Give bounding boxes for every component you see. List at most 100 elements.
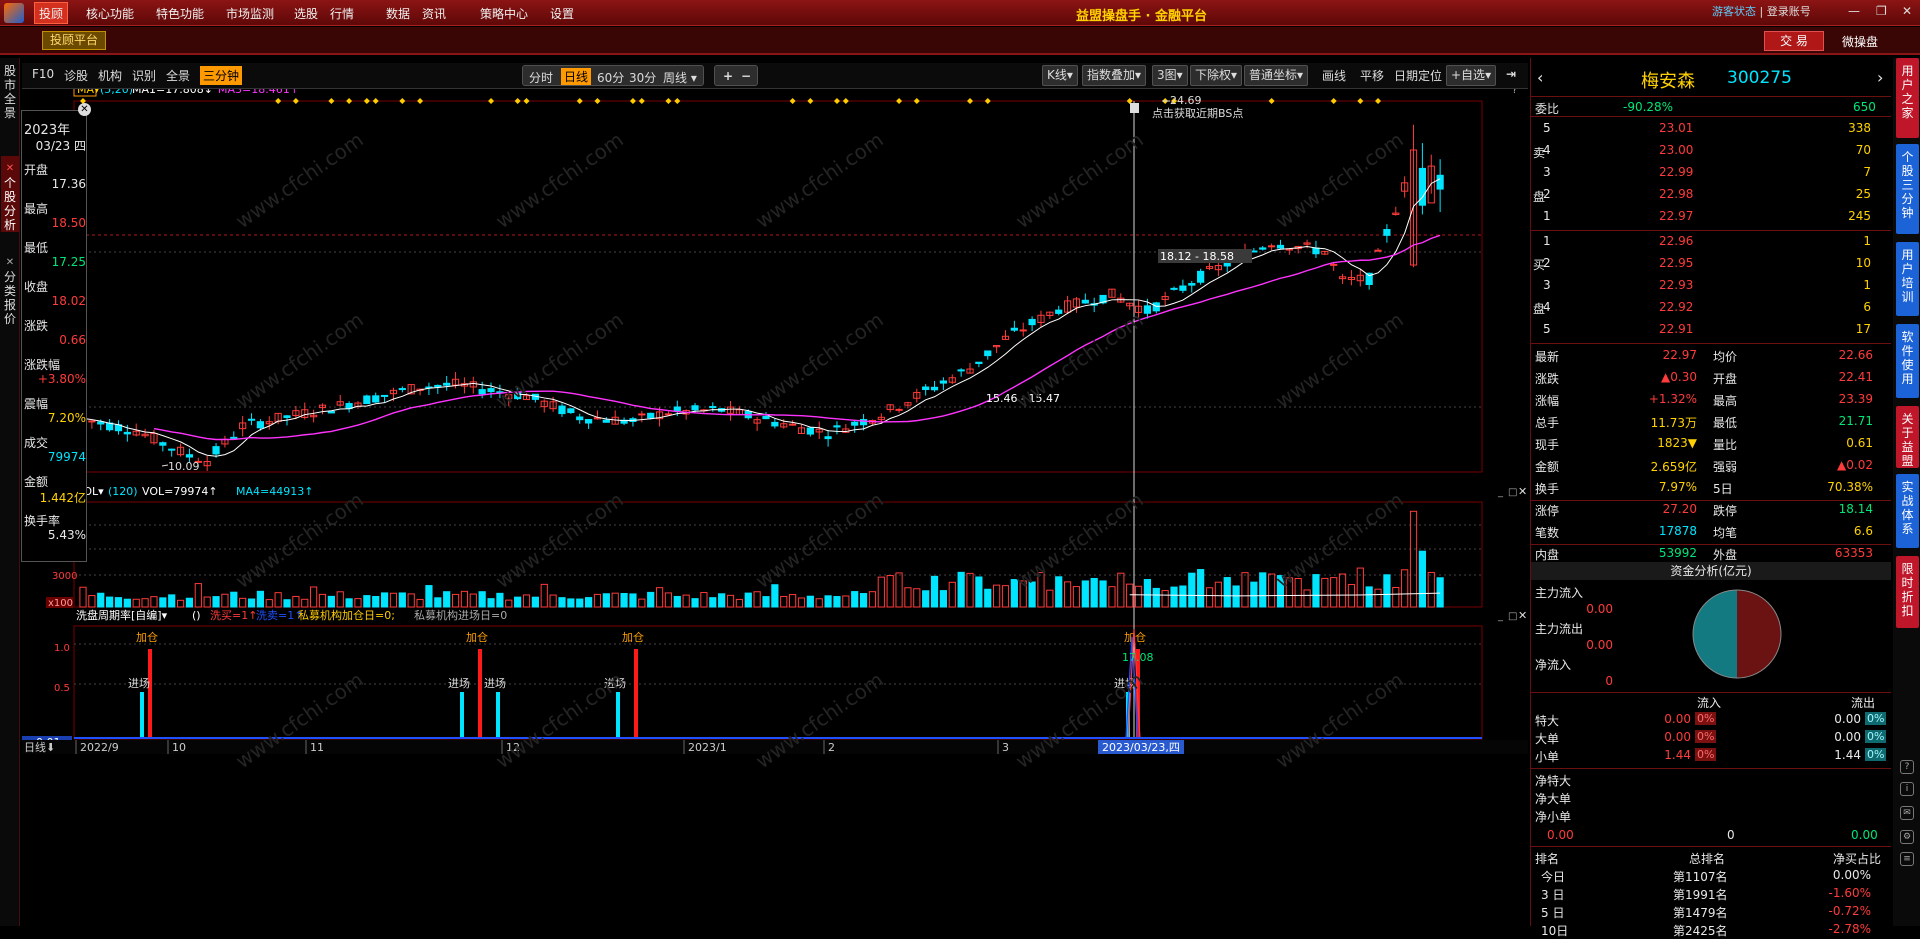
menu-item-4[interactable]: 选股 [294,7,319,21]
bs-marker-icon[interactable] [346,98,353,104]
bs-marker-icon[interactable] [80,98,86,104]
add-watchlist-dropdown[interactable]: +自选▾ [1446,65,1497,86]
bs-marker-icon[interactable] [1330,98,1337,104]
period-indicator[interactable]: 日线⬇ [24,740,55,754]
three-minute-button[interactable]: 三分钟 [200,66,243,85]
bs-marker-icon[interactable] [488,98,495,104]
right-tab-2[interactable]: 用户培训 [1896,242,1919,316]
bs-marker-icon[interactable] [967,98,974,104]
bs-marker-icon[interactable] [629,98,636,104]
ma-dropdown[interactable] [73,89,97,97]
date-locate-button[interactable]: 日期定位 [1394,69,1443,83]
prev-stock-icon[interactable]: ‹ [1537,68,1544,87]
sub-indicator-label[interactable]: 洗盘周期率[自编]▾ [76,608,168,622]
bs-marker-icon[interactable] [328,98,335,104]
bs-marker-icon[interactable] [896,98,903,104]
vol-min-icon[interactable]: _ [1497,487,1504,498]
bs-marker-icon[interactable] [399,98,406,104]
bs-marker-icon[interactable] [1268,98,1275,104]
kline-dropdown[interactable]: K线▾ [1042,65,1078,86]
kline-chart[interactable]: MA▾ (5,20)MA1=17.808↓ MA3=18.461↑VOL▾ (120)… [22,89,1528,926]
bs-marker-icon[interactable] [514,98,521,104]
bs-marker-icon[interactable] [638,98,645,104]
adjust-dropdown[interactable]: 下除权▾ [1190,65,1243,86]
ricon-info-icon[interactable]: i [1900,782,1914,796]
institution-button[interactable]: 机构 [98,69,123,83]
close-tab-icon[interactable]: ✕ [5,257,15,268]
close-tab-icon[interactable]: ✕ [5,163,15,174]
bs-marker-icon[interactable] [576,98,583,104]
bs-marker-icon[interactable] [789,98,796,104]
bs-marker-icon[interactable] [807,98,814,104]
lock-icon[interactable] [1130,103,1139,113]
sub-min-icon[interactable]: _ [1497,611,1504,622]
zoom-out-icon[interactable]: − [741,69,752,83]
f10-button[interactable]: F10 [32,67,55,81]
tab-market-overview[interactable]: 股市全景 [3,64,16,120]
tab-stock-analysis[interactable]: ✕ 个股分析 [1,156,19,232]
period-60min[interactable]: 60分 [597,71,625,85]
trade-button[interactable]: 交 易 [1764,31,1824,51]
tab-category-quotes[interactable]: ✕ 分类报价 [1,254,19,326]
menu-item-3[interactable]: 市场监测 [226,7,275,21]
right-tab-0[interactable]: 用户之家 [1896,58,1919,138]
app-logo-icon[interactable] [4,3,24,23]
bs-points-link[interactable]: 点击获取近期BS点 [1152,107,1243,120]
menu-item-7[interactable]: 资讯 [422,7,447,21]
layout-dropdown[interactable]: 3图▾ [1152,65,1188,86]
period-30min[interactable]: 30分 [629,71,657,85]
diagnose-button[interactable]: 诊股 [64,69,89,83]
bs-marker-icon[interactable] [1375,98,1382,104]
bs-marker-icon[interactable] [842,98,849,104]
pan-button[interactable]: 平移 [1360,69,1385,83]
right-tab-1[interactable]: 个股三分钟 [1896,144,1919,234]
index-overlay-dropdown[interactable]: 指数叠加▾ [1082,65,1147,86]
bs-marker-icon[interactable] [417,98,424,104]
sub-max-icon[interactable]: □ [1508,611,1517,622]
right-tab-3[interactable]: 软件使用 [1896,324,1919,398]
collapse-panel-icon[interactable]: ⇥ [1506,67,1517,81]
next-stock-icon[interactable]: › [1877,68,1884,87]
menu-item-1[interactable]: 核心功能 [86,7,135,21]
right-tab-4[interactable]: 关于益盟 [1896,406,1919,468]
identify-button[interactable]: 识别 [132,69,157,83]
bs-marker-icon[interactable] [665,98,672,104]
close-icon[interactable]: ✕ [1902,4,1913,18]
ricon-cfg-icon[interactable]: ⚙ [1900,830,1914,844]
ricon-help-icon[interactable]: ? [1900,760,1914,774]
period-weekly[interactable]: 周线 ▾ [663,71,697,85]
login-link[interactable]: 登录账号 [1766,5,1811,18]
vol-max-icon[interactable]: □ [1508,487,1517,498]
bs-marker-icon[interactable] [833,98,840,104]
bs-marker-icon[interactable] [1357,98,1364,104]
bs-marker-icon[interactable] [913,98,920,104]
coordinate-dropdown[interactable]: 普通坐标▾ [1244,65,1309,86]
bs-marker-icon[interactable] [275,98,282,104]
menu-item-6[interactable]: 数据 [386,7,411,21]
period-intraday[interactable]: 分时 [529,71,554,85]
bs-marker-icon[interactable] [1126,98,1133,104]
bs-marker-icon[interactable] [523,98,530,104]
restore-icon[interactable]: ❐ [1876,4,1887,18]
draw-line-button[interactable]: 画线 [1322,69,1347,83]
right-tab-6[interactable]: 限时折扣 [1896,556,1919,628]
ricon-more-icon[interactable]: ≡ [1900,852,1914,866]
menu-item-5[interactable]: 行情 [330,7,355,21]
close-infobox-icon[interactable]: ✕ [78,103,91,116]
zoom-in-icon[interactable]: + [723,69,734,83]
vol-close-icon[interactable]: ✕ [1518,485,1527,498]
advisor-platform-button[interactable]: 投顾平台 [42,31,107,50]
bs-marker-icon[interactable] [372,98,379,104]
menu-item-0[interactable]: 投顾 [34,2,69,24]
guest-status-link[interactable]: 游客状态 [1712,5,1756,18]
ricon-msg-icon[interactable]: ✉ [1900,806,1914,820]
sub-close-icon[interactable]: ✕ [1518,609,1527,622]
bs-marker-icon[interactable] [594,98,601,104]
menu-item-2[interactable]: 特色功能 [156,7,205,21]
ma-indicator-label[interactable]: MA▾ [77,89,100,96]
minimize-icon[interactable]: — [1848,4,1860,18]
panorama-button[interactable]: 全景 [166,69,191,83]
bs-marker-icon[interactable] [674,98,681,104]
right-tab-5[interactable]: 实战体系 [1896,474,1919,548]
main-help-icon[interactable]: ? [1512,89,1517,96]
